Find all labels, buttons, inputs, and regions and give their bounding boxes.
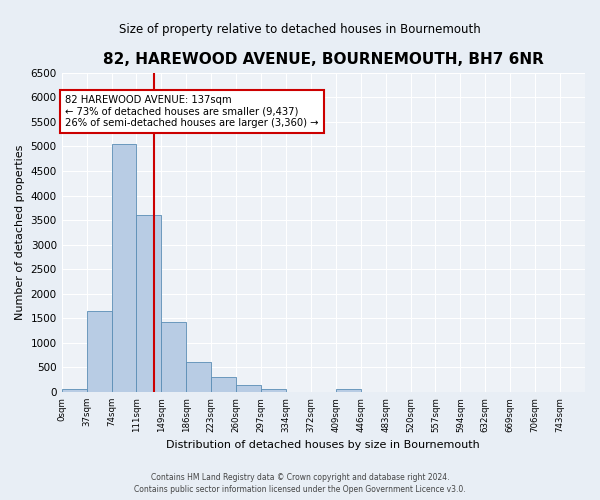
- Bar: [161, 322, 186, 392]
- Bar: [211, 377, 236, 392]
- Text: 82 HAREWOOD AVENUE: 137sqm
← 73% of detached houses are smaller (9,437)
26% of s: 82 HAREWOOD AVENUE: 137sqm ← 73% of deta…: [65, 95, 319, 128]
- Bar: [62, 390, 86, 392]
- Y-axis label: Number of detached properties: Number of detached properties: [15, 144, 25, 320]
- Bar: [112, 144, 136, 392]
- Text: Contains HM Land Registry data © Crown copyright and database right 2024.
Contai: Contains HM Land Registry data © Crown c…: [134, 473, 466, 494]
- Bar: [261, 389, 286, 392]
- Bar: [186, 362, 211, 392]
- Text: Size of property relative to detached houses in Bournemouth: Size of property relative to detached ho…: [119, 22, 481, 36]
- Bar: [336, 390, 361, 392]
- X-axis label: Distribution of detached houses by size in Bournemouth: Distribution of detached houses by size …: [166, 440, 480, 450]
- Bar: [236, 384, 261, 392]
- Bar: [86, 311, 112, 392]
- Bar: [136, 215, 161, 392]
- Title: 82, HAREWOOD AVENUE, BOURNEMOUTH, BH7 6NR: 82, HAREWOOD AVENUE, BOURNEMOUTH, BH7 6N…: [103, 52, 544, 68]
